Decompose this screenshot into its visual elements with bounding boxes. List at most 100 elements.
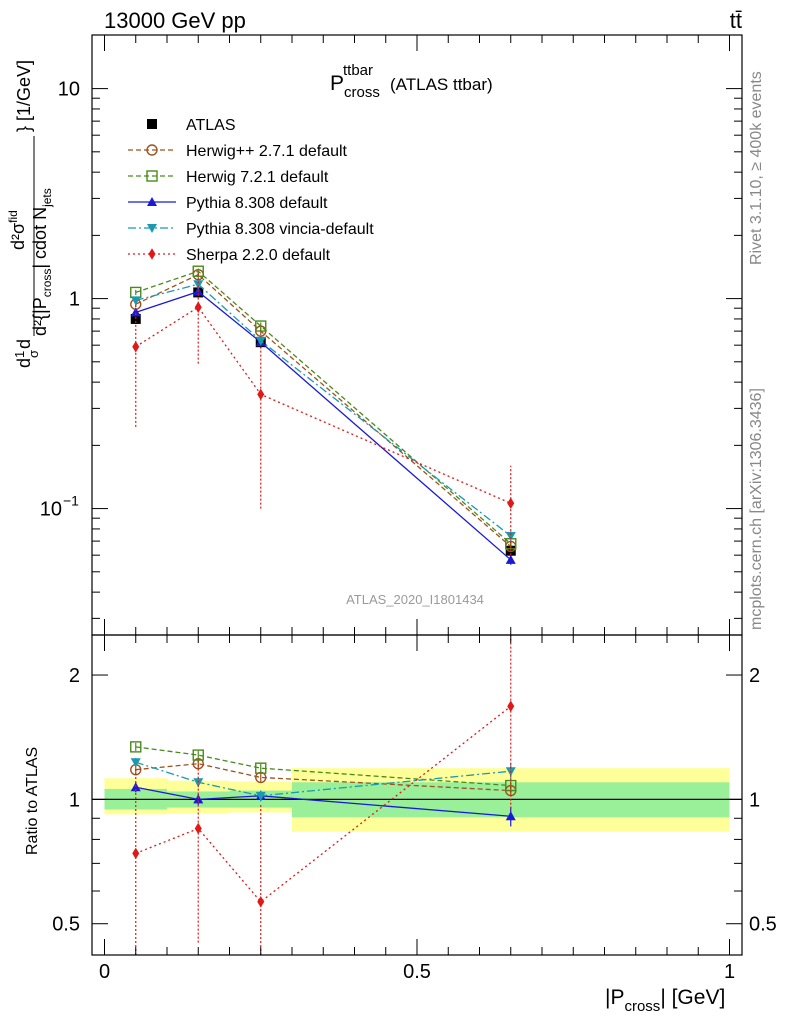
ylabel-num: d²σ bbox=[8, 223, 28, 250]
main-series-sherpa-2-2-0-default bbox=[132, 272, 515, 556]
ratio-series-line bbox=[135, 746, 511, 787]
ylabel-prefix: d bbox=[14, 358, 34, 368]
ylabel-sigma: σ bbox=[26, 350, 41, 358]
main-ytick-label: 10 bbox=[58, 79, 80, 101]
ratio-series-sherpa-2-2-0-default bbox=[132, 635, 515, 955]
legend-label: Pythia 8.308 vincia-default bbox=[186, 221, 374, 238]
ratio-data-point bbox=[192, 749, 204, 761]
legend-marker bbox=[146, 170, 158, 182]
main-data-point bbox=[255, 336, 266, 346]
ratio-data-point bbox=[130, 758, 141, 768]
main-data-point bbox=[255, 320, 267, 332]
ratio-panel: 0.5 0.5 1 1 2 2 0 0.5 1 Ratio to ATLAS |Pcross| … bbox=[24, 634, 777, 1015]
ratio-data-point bbox=[505, 811, 516, 821]
ylabel-denominator: d²{|Pcross| cdot Njets bbox=[30, 188, 54, 336]
main-ytick-label: 1 bbox=[69, 289, 80, 311]
ylabel-mid: | cdot N bbox=[30, 207, 50, 269]
main-series-pythia-8-308-vincia-default bbox=[130, 280, 516, 542]
xlabel-sub: cross bbox=[624, 998, 660, 1015]
main-data-point bbox=[132, 340, 140, 353]
main-data-point bbox=[194, 301, 202, 313]
main-title: Pcross bbox=[330, 72, 380, 101]
legend-item: ATLAS bbox=[147, 117, 236, 134]
ylabel-frac1: 1 bbox=[12, 351, 27, 358]
ratio-xtick-label: 0 bbox=[99, 961, 110, 983]
legend-label: Herwig++ 2.7.1 default bbox=[186, 143, 348, 160]
ratio-ytick-label-left: 0.5 bbox=[52, 914, 80, 936]
ylabel-d2: d²{|P bbox=[30, 297, 50, 336]
ylabel-d: d bbox=[14, 339, 34, 349]
main-ytick-label: 10 bbox=[40, 499, 62, 521]
ratio-ytick-label-left: 2 bbox=[69, 665, 80, 687]
ratio-data-point bbox=[193, 794, 204, 804]
main-data-point bbox=[257, 388, 265, 401]
main-data-point bbox=[505, 554, 516, 564]
mcplots-label: mcplots.cern.ch [arXiv:1306.3436] bbox=[748, 388, 765, 630]
legend-marker bbox=[147, 224, 157, 233]
main-data-point bbox=[505, 532, 516, 542]
xlabel-main: |P bbox=[605, 986, 624, 1009]
ratio-xtick-label: 0.5 bbox=[403, 961, 431, 983]
title-sub: cross bbox=[344, 84, 380, 101]
title-suffix: (ATLAS ttbar) bbox=[390, 75, 493, 94]
main-series-pythia-8-308-default bbox=[130, 286, 516, 565]
rivet-label: Rivet 3.1.10, ≥ 400k events bbox=[748, 71, 765, 265]
ratio-data-layer bbox=[130, 635, 517, 955]
ratio-xlabel: |Pcross| [GeV] bbox=[605, 986, 725, 1015]
legend-marker bbox=[147, 119, 157, 129]
watermark: ATLAS_2020_I1801434 bbox=[346, 592, 484, 607]
title-main: P bbox=[330, 72, 344, 95]
ratio-ytick-label-right: 1 bbox=[749, 789, 760, 811]
ratio-ytick-label-right: 0.5 bbox=[749, 914, 777, 936]
xlabel-suffix: | [GeV] bbox=[660, 986, 725, 1009]
ratio-series-line bbox=[135, 786, 511, 817]
legend-label: Herwig 7.2.1 default bbox=[186, 169, 329, 186]
ratio-data-point bbox=[257, 896, 265, 908]
ylabel-unit: } [1/GeV] bbox=[14, 60, 34, 132]
main-ylabel: d 1 σ d d²{|Pcross| cdot Njets d²σfid } … bbox=[6, 60, 54, 368]
ratio-data-point bbox=[193, 778, 204, 788]
main-series-line bbox=[135, 290, 512, 561]
main-series-line bbox=[135, 283, 512, 537]
main-data-point bbox=[130, 313, 141, 324]
legend-marker bbox=[148, 248, 156, 260]
ratio-ytick-label-right: 2 bbox=[749, 665, 760, 687]
main-series-herwig-7-2-1-default bbox=[130, 265, 517, 550]
header-left: 13000 GeV pp bbox=[104, 8, 246, 33]
ratio-data-point bbox=[132, 847, 140, 860]
main-series-line bbox=[135, 273, 512, 547]
main-data-point bbox=[193, 280, 204, 290]
title-sup: ttbar bbox=[343, 62, 373, 79]
ratio-data-point bbox=[194, 822, 202, 835]
main-ytick-label-exponent: −1 bbox=[63, 493, 79, 509]
legend-label: ATLAS bbox=[186, 117, 236, 134]
ratio-series-line bbox=[135, 761, 511, 797]
main-series-herwig-2-7-1-default bbox=[130, 268, 517, 553]
ylabel-numerator: d²σfid bbox=[6, 210, 28, 250]
ratio-series-line bbox=[135, 705, 512, 903]
header-right: tt̄ bbox=[730, 8, 742, 33]
ylabel-jets: jets bbox=[40, 188, 54, 208]
legend-label: Pythia 8.308 default bbox=[186, 195, 328, 212]
legend-marker bbox=[146, 144, 158, 156]
ratio-bands bbox=[92, 768, 742, 832]
legend-label: Sherpa 2.2.0 default bbox=[186, 247, 331, 264]
legend-item: Herwig 7.2.1 default bbox=[128, 169, 329, 186]
ratio-xtick-label: 1 bbox=[724, 961, 735, 983]
main-series-line bbox=[135, 306, 512, 504]
main-data-layer bbox=[130, 265, 517, 565]
legend-item: Sherpa 2.2.0 default bbox=[128, 247, 331, 264]
main-data-point bbox=[192, 265, 204, 277]
legend: ATLAS Herwig++ 2.7.1 default Herwig 7.2.1 … bbox=[128, 117, 374, 264]
ratio-ylabel: Ratio to ATLAS bbox=[24, 747, 41, 855]
ylabel-cross: cross bbox=[40, 269, 54, 298]
legend-item: Herwig++ 2.7.1 default bbox=[128, 143, 348, 160]
main-data-point bbox=[130, 307, 141, 317]
ylabel-fid: fid bbox=[6, 210, 20, 223]
legend-item: Pythia 8.308 vincia-default bbox=[128, 221, 374, 238]
ratio-data-point bbox=[255, 791, 266, 801]
ratio-ticks: 0.5 0.5 1 1 2 2 0 0.5 1 bbox=[52, 635, 777, 983]
